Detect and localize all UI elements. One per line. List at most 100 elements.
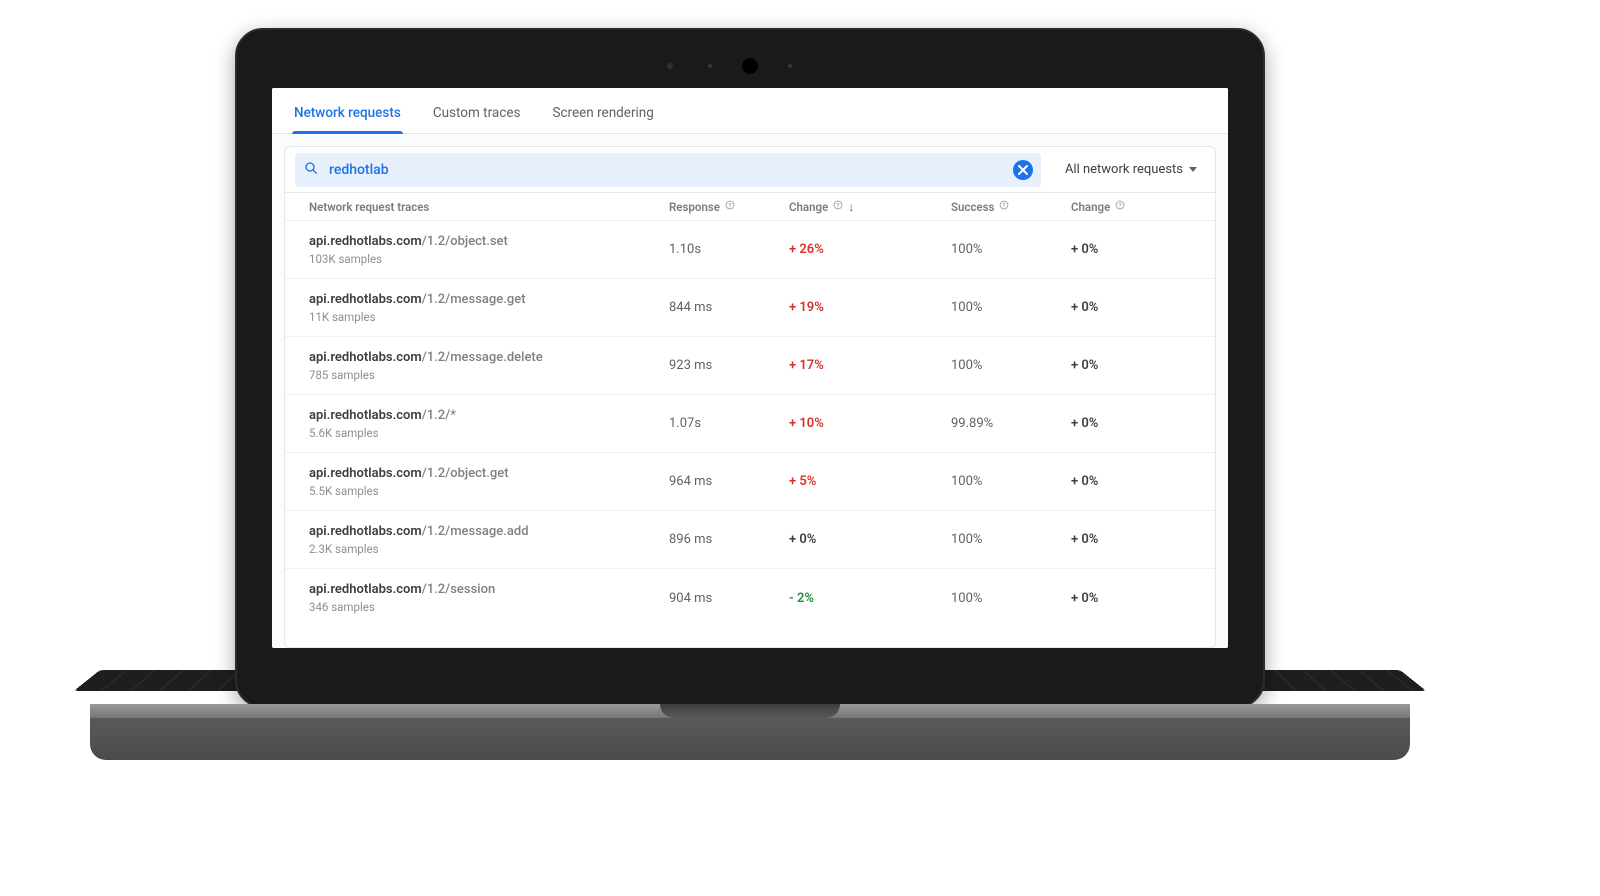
col-success[interactable]: Success ? (951, 199, 1071, 214)
success-cell: 100% (951, 358, 1071, 373)
success-cell: 100% (951, 242, 1071, 257)
laptop-screen: Network requests Custom traces Screen rend… (272, 88, 1228, 648)
help-icon: ? (832, 199, 844, 214)
laptop-notch (660, 704, 840, 718)
change2-cell: + 0% (1071, 416, 1191, 431)
sort-desc-icon: ↓ (848, 200, 854, 214)
trace-samples: 785 samples (309, 368, 669, 382)
change2-cell: + 0% (1071, 300, 1191, 315)
table-header: Network request traces Response ? Change… (285, 193, 1215, 221)
trace-url: api.redhotlabs.com/1.2/object.get (309, 466, 669, 481)
success-cell: 100% (951, 300, 1071, 315)
tab-screen-rendering[interactable]: Screen rendering (550, 93, 655, 133)
tab-custom-traces[interactable]: Custom traces (431, 93, 523, 133)
trace-host: api.redhotlabs.com (309, 292, 422, 307)
trace-samples: 346 samples (309, 600, 669, 614)
trace-host: api.redhotlabs.com (309, 582, 422, 597)
col-response-label: Response (669, 200, 720, 214)
col-traces[interactable]: Network request traces (309, 200, 669, 214)
change-cell: + 0% (789, 532, 951, 547)
search-icon (303, 160, 319, 180)
col-change-1[interactable]: Change ? ↓ (789, 199, 951, 214)
svg-text:?: ? (728, 202, 731, 209)
search-box (295, 153, 1041, 187)
col-change1-label: Change (789, 200, 828, 214)
trace-cell: api.redhotlabs.com/1.2/message.delete 785… (309, 350, 669, 382)
performance-monitor-app: Network requests Custom traces Screen rend… (272, 88, 1228, 648)
success-cell: 100% (951, 532, 1071, 547)
trace-cell: api.redhotlabs.com/1.2/object.set 103K sa… (309, 234, 669, 266)
trace-samples: 5.6K samples (309, 426, 669, 440)
trace-cell: api.redhotlabs.com/1.2/session346 sample… (309, 582, 669, 614)
col-response[interactable]: Response ? (669, 199, 789, 214)
svg-text:?: ? (837, 202, 840, 209)
change2-cell: + 0% (1071, 474, 1191, 489)
close-icon (1018, 160, 1028, 179)
change-cell: + 17% (789, 358, 951, 373)
help-icon: ? (1114, 199, 1126, 214)
tab-bar: Network requests Custom traces Screen rend… (272, 88, 1228, 134)
change2-cell: + 0% (1071, 358, 1191, 373)
table-row[interactable]: api.redhotlabs.com/1.2/message.add 2.3K s… (285, 511, 1215, 569)
trace-path: /1.2/* (422, 408, 456, 423)
change2-cell: + 0% (1071, 591, 1191, 606)
response-cell: 904 ms (669, 591, 789, 606)
table-row[interactable]: api.redhotlabs.com/1.2/message.get 11K sa… (285, 279, 1215, 337)
trace-host: api.redhotlabs.com (309, 466, 422, 481)
trace-path: /1.2/object.get (422, 466, 509, 481)
tab-network-requests[interactable]: Network requests (292, 93, 403, 133)
trace-samples: 5.5K samples (309, 484, 669, 498)
trace-url: api.redhotlabs.com/1.2/message.add (309, 524, 669, 539)
filter-dropdown[interactable]: All network requests (1049, 147, 1215, 192)
help-icon: ? (724, 199, 736, 214)
search-input[interactable] (329, 162, 1003, 178)
trace-url: api.redhotlabs.com/1.2/object.set (309, 234, 669, 249)
trace-url: api.redhotlabs.com/1.2/message.get (309, 292, 669, 307)
change-cell: + 10% (789, 416, 951, 431)
response-cell: 964 ms (669, 474, 789, 489)
table-row[interactable]: api.redhotlabs.com/1.2/* 5.6K samples1.07… (285, 395, 1215, 453)
change-cell: + 19% (789, 300, 951, 315)
response-cell: 1.10s (669, 242, 789, 257)
trace-samples: 103K samples (309, 252, 669, 266)
trace-cell: api.redhotlabs.com/1.2/object.get 5.5K sa… (309, 466, 669, 498)
trace-path: /1.2/message.get (422, 292, 526, 307)
change-cell: + 26% (789, 242, 951, 257)
camera-icon (742, 58, 758, 74)
change-cell: + 5% (789, 474, 951, 489)
trace-host: api.redhotlabs.com (309, 350, 422, 365)
trace-cell: api.redhotlabs.com/1.2/message.get 11K sa… (309, 292, 669, 324)
trace-path: /1.2/message.add (422, 524, 529, 539)
trace-url: api.redhotlabs.com/1.2/message.delete (309, 350, 669, 365)
trace-cell: api.redhotlabs.com/1.2/* 5.6K samples (309, 408, 669, 440)
svg-text:?: ? (1119, 202, 1122, 209)
help-icon: ? (998, 199, 1010, 214)
laptop-bezel: Network requests Custom traces Screen rend… (235, 28, 1265, 708)
response-cell: 1.07s (669, 416, 789, 431)
col-change-2[interactable]: Change ? (1071, 199, 1191, 214)
trace-url: api.redhotlabs.com/1.2/* (309, 408, 669, 423)
table-row[interactable]: api.redhotlabs.com/1.2/object.get 5.5K sa… (285, 453, 1215, 511)
change2-cell: + 0% (1071, 242, 1191, 257)
trace-host: api.redhotlabs.com (309, 234, 422, 249)
requests-panel: All network requests Network request tra… (284, 146, 1216, 648)
success-cell: 99.89% (951, 416, 1071, 431)
svg-text:?: ? (1003, 202, 1006, 209)
table-row[interactable]: api.redhotlabs.com/1.2/session346 sample… (285, 569, 1215, 627)
trace-host: api.redhotlabs.com (309, 408, 422, 423)
filter-label: All network requests (1065, 162, 1183, 177)
search-row: All network requests (285, 147, 1215, 193)
response-cell: 844 ms (669, 300, 789, 315)
trace-cell: api.redhotlabs.com/1.2/message.add 2.3K s… (309, 524, 669, 556)
trace-path: /1.2/object.set (422, 234, 508, 249)
col-change2-label: Change (1071, 200, 1110, 214)
trace-samples: 11K samples (309, 310, 669, 324)
change-cell: - 2% (789, 591, 951, 606)
table-row[interactable]: api.redhotlabs.com/1.2/object.set 103K sa… (285, 221, 1215, 279)
table-row[interactable]: api.redhotlabs.com/1.2/message.delete 785… (285, 337, 1215, 395)
chevron-down-icon (1189, 167, 1197, 172)
trace-samples: 2.3K samples (309, 542, 669, 556)
clear-search-button[interactable] (1013, 160, 1033, 180)
change2-cell: + 0% (1071, 532, 1191, 547)
success-cell: 100% (951, 591, 1071, 606)
